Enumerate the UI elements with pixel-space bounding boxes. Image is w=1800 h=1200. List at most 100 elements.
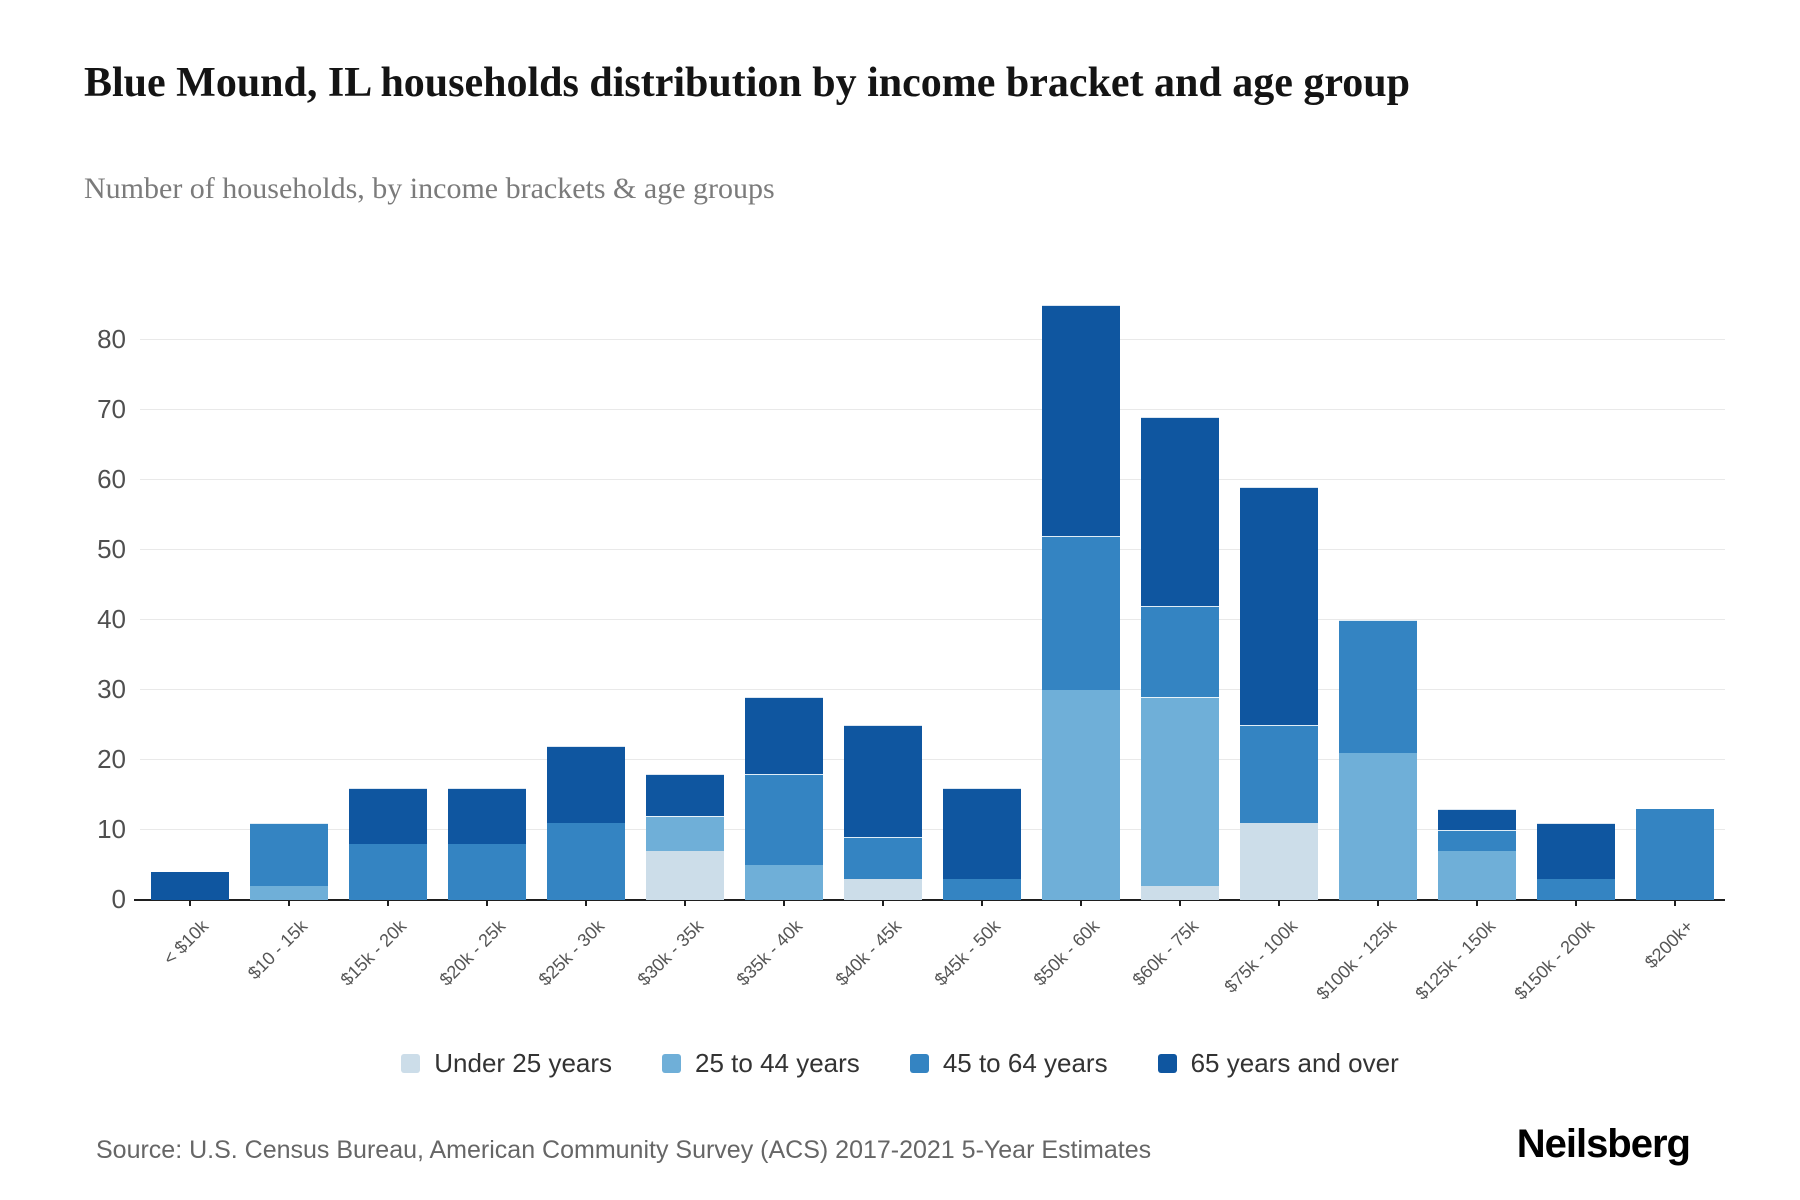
legend-swatch-icon-3: [1157, 1054, 1177, 1073]
y-tick-label-30: 30: [97, 674, 126, 704]
x-tick-label-11: $75k - 100k: [1220, 916, 1302, 997]
x-tick-label-1: $10 - 15k: [243, 916, 311, 984]
grid-line-10: [140, 829, 1725, 830]
bar-segment-3-series-2[interactable]: [447, 844, 526, 900]
bar-segment-5-series-1[interactable]: [645, 816, 724, 851]
chart-plot-area: 0 10 20 30 40 50 60 70 80 < $10k $10 - 15k $15k - 2…: [97, 258, 1725, 1004]
bar-12: [1339, 620, 1418, 900]
bar-9: [1042, 305, 1121, 900]
bar-segment-14-series-3[interactable]: [1537, 823, 1616, 879]
bar-2: [348, 788, 427, 900]
page-title: Blue Mound, IL households distribution b…: [84, 60, 1411, 106]
bar-segment-7-series-0[interactable]: [843, 879, 922, 900]
bar-segment-5-series-0[interactable]: [645, 851, 724, 900]
bar-segment-10-series-1[interactable]: [1141, 697, 1220, 886]
bar-segment-7-series-3[interactable]: [843, 725, 922, 837]
x-tick-label-0: < $10k: [158, 916, 212, 969]
bar-10: [1141, 417, 1220, 900]
legend-swatch-icon-1: [662, 1054, 682, 1073]
x-tick-label-7: $40k - 45k: [831, 916, 906, 990]
x-tick-label-4: $25k - 30k: [534, 916, 608, 990]
bar-segment-3-series-3[interactable]: [447, 788, 526, 844]
bar-segment-15-series-2[interactable]: [1636, 809, 1715, 900]
y-tick-label-0: 0: [111, 884, 126, 914]
bar-segment-13-series-1[interactable]: [1438, 851, 1517, 900]
legend-label-1: 25 to 44 years: [695, 1048, 860, 1078]
bar-segment-13-series-2[interactable]: [1438, 830, 1517, 851]
legend-label-3: 65 years and over: [1190, 1048, 1399, 1078]
x-tick-label-5: $30k - 35k: [633, 916, 707, 990]
bar-segment-1-series-1[interactable]: [249, 886, 328, 900]
bar-segment-2-series-2[interactable]: [348, 844, 427, 900]
legend-item-1[interactable]: 25 to 44 years: [662, 1048, 860, 1079]
x-tick-label-14: $150k - 200k: [1510, 916, 1599, 1004]
bar-6: [744, 697, 823, 900]
bar-segment-9-series-3[interactable]: [1042, 305, 1121, 536]
bar-5: [645, 774, 724, 900]
x-tick-label-8: $45k - 50k: [930, 916, 1005, 990]
legend-label-2: 45 to 64 years: [942, 1048, 1108, 1078]
bar-segment-5-series-3[interactable]: [645, 774, 724, 816]
bar-segment-6-series-3[interactable]: [744, 697, 823, 774]
grid-line-80: [140, 339, 1725, 340]
bar-segment-9-series-2[interactable]: [1042, 536, 1121, 690]
bar-4: [546, 746, 625, 900]
bar-segment-6-series-1[interactable]: [744, 865, 823, 900]
legend-swatch-icon-0: [401, 1054, 421, 1073]
bar-segment-13-series-3[interactable]: [1438, 809, 1517, 830]
legend-item-3[interactable]: 65 years and over: [1157, 1048, 1399, 1079]
x-tick-5: [683, 900, 686, 906]
grid-line-50: [140, 549, 1725, 550]
bar-15: [1636, 809, 1715, 900]
bar-13: [1438, 809, 1517, 900]
bar-segment-11-series-2[interactable]: [1240, 725, 1319, 823]
bar-segment-1-series-2[interactable]: [249, 823, 328, 886]
x-tick-1: [287, 900, 290, 906]
bar-segment-14-series-2[interactable]: [1537, 879, 1616, 900]
y-tick-label-10: 10: [97, 814, 126, 844]
neilsberg-logo[interactable]: Neilsberg: [1516, 1122, 1691, 1166]
bar-3: [447, 788, 526, 900]
bar-segment-11-series-3[interactable]: [1240, 487, 1319, 725]
bar-segment-4-series-2[interactable]: [546, 823, 625, 900]
bar-segment-0-series-3[interactable]: [150, 872, 229, 900]
bar-segment-8-series-2[interactable]: [943, 879, 1022, 900]
bar-segment-10-series-3[interactable]: [1141, 417, 1220, 606]
x-tick-3: [485, 900, 488, 906]
x-tick-11: [1278, 900, 1281, 906]
x-tick-13: [1476, 900, 1479, 906]
bar-7: [843, 725, 922, 900]
bar-segment-9-series-1[interactable]: [1042, 690, 1121, 900]
x-tick-9: [1080, 900, 1083, 906]
chart-legend: Under 25 years 25 to 44 years 45 to 64 yea…: [0, 1048, 1800, 1079]
y-tick-label-70: 70: [97, 394, 126, 424]
x-tick-label-10: $60k - 75k: [1128, 916, 1203, 990]
y-tick-label-60: 60: [97, 464, 126, 494]
bar-0: [150, 872, 229, 900]
bar-segment-10-series-2[interactable]: [1141, 606, 1220, 697]
bar-14: [1537, 823, 1616, 900]
y-tick-label-80: 80: [97, 324, 126, 354]
x-tick-12: [1377, 900, 1380, 906]
bar-segment-2-series-3[interactable]: [348, 788, 427, 844]
bar-segment-7-series-2[interactable]: [843, 837, 922, 879]
grid-line-20: [140, 759, 1725, 760]
bar-segment-4-series-3[interactable]: [546, 746, 625, 823]
y-tick-label-40: 40: [97, 604, 126, 634]
bar-segment-11-series-0[interactable]: [1240, 823, 1319, 900]
legend-item-2[interactable]: 45 to 64 years: [909, 1048, 1108, 1079]
source-note: Source: U.S. Census Bureau, American Com…: [96, 1136, 1152, 1164]
x-tick-label-2: $15k - 20k: [336, 916, 410, 990]
bar-segment-10-series-0[interactable]: [1141, 886, 1220, 900]
bar-segment-8-series-3[interactable]: [943, 788, 1022, 879]
bar-segment-12-series-2[interactable]: [1339, 620, 1418, 753]
x-tick-10: [1179, 900, 1182, 906]
y-tick-label-20: 20: [97, 744, 126, 774]
bar-segment-12-series-1[interactable]: [1339, 753, 1418, 900]
x-tick-label-3: $20k - 25k: [435, 916, 509, 990]
bar-segment-6-series-2[interactable]: [744, 774, 823, 865]
x-tick-label-15: $200k+: [1641, 916, 1698, 973]
legend-item-0[interactable]: Under 25 years: [401, 1048, 612, 1079]
x-tick-15: [1674, 900, 1677, 906]
